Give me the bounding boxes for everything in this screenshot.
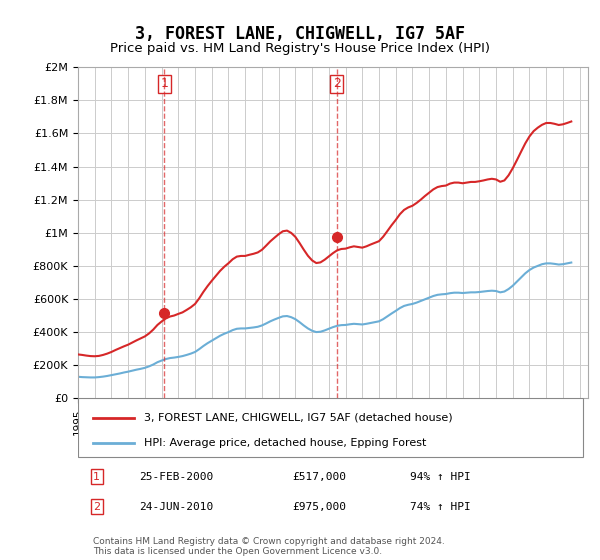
Text: £975,000: £975,000 (292, 502, 346, 512)
Text: 2: 2 (333, 77, 341, 90)
Text: 3, FOREST LANE, CHIGWELL, IG7 5AF: 3, FOREST LANE, CHIGWELL, IG7 5AF (135, 25, 465, 43)
Text: 2: 2 (94, 502, 100, 512)
Text: HPI: Average price, detached house, Epping Forest: HPI: Average price, detached house, Eppi… (145, 438, 427, 449)
Text: 74% ↑ HPI: 74% ↑ HPI (409, 502, 470, 512)
Text: 1: 1 (94, 472, 100, 482)
Text: 1: 1 (160, 77, 168, 90)
Text: 3, FOREST LANE, CHIGWELL, IG7 5AF (detached house): 3, FOREST LANE, CHIGWELL, IG7 5AF (detac… (145, 413, 453, 423)
Text: Price paid vs. HM Land Registry's House Price Index (HPI): Price paid vs. HM Land Registry's House … (110, 42, 490, 55)
Text: 24-JUN-2010: 24-JUN-2010 (139, 502, 214, 512)
Text: 94% ↑ HPI: 94% ↑ HPI (409, 472, 470, 482)
Text: Contains HM Land Registry data © Crown copyright and database right 2024.
This d: Contains HM Land Registry data © Crown c… (94, 537, 445, 556)
FancyBboxPatch shape (78, 398, 583, 457)
Text: £517,000: £517,000 (292, 472, 346, 482)
Text: 25-FEB-2000: 25-FEB-2000 (139, 472, 214, 482)
